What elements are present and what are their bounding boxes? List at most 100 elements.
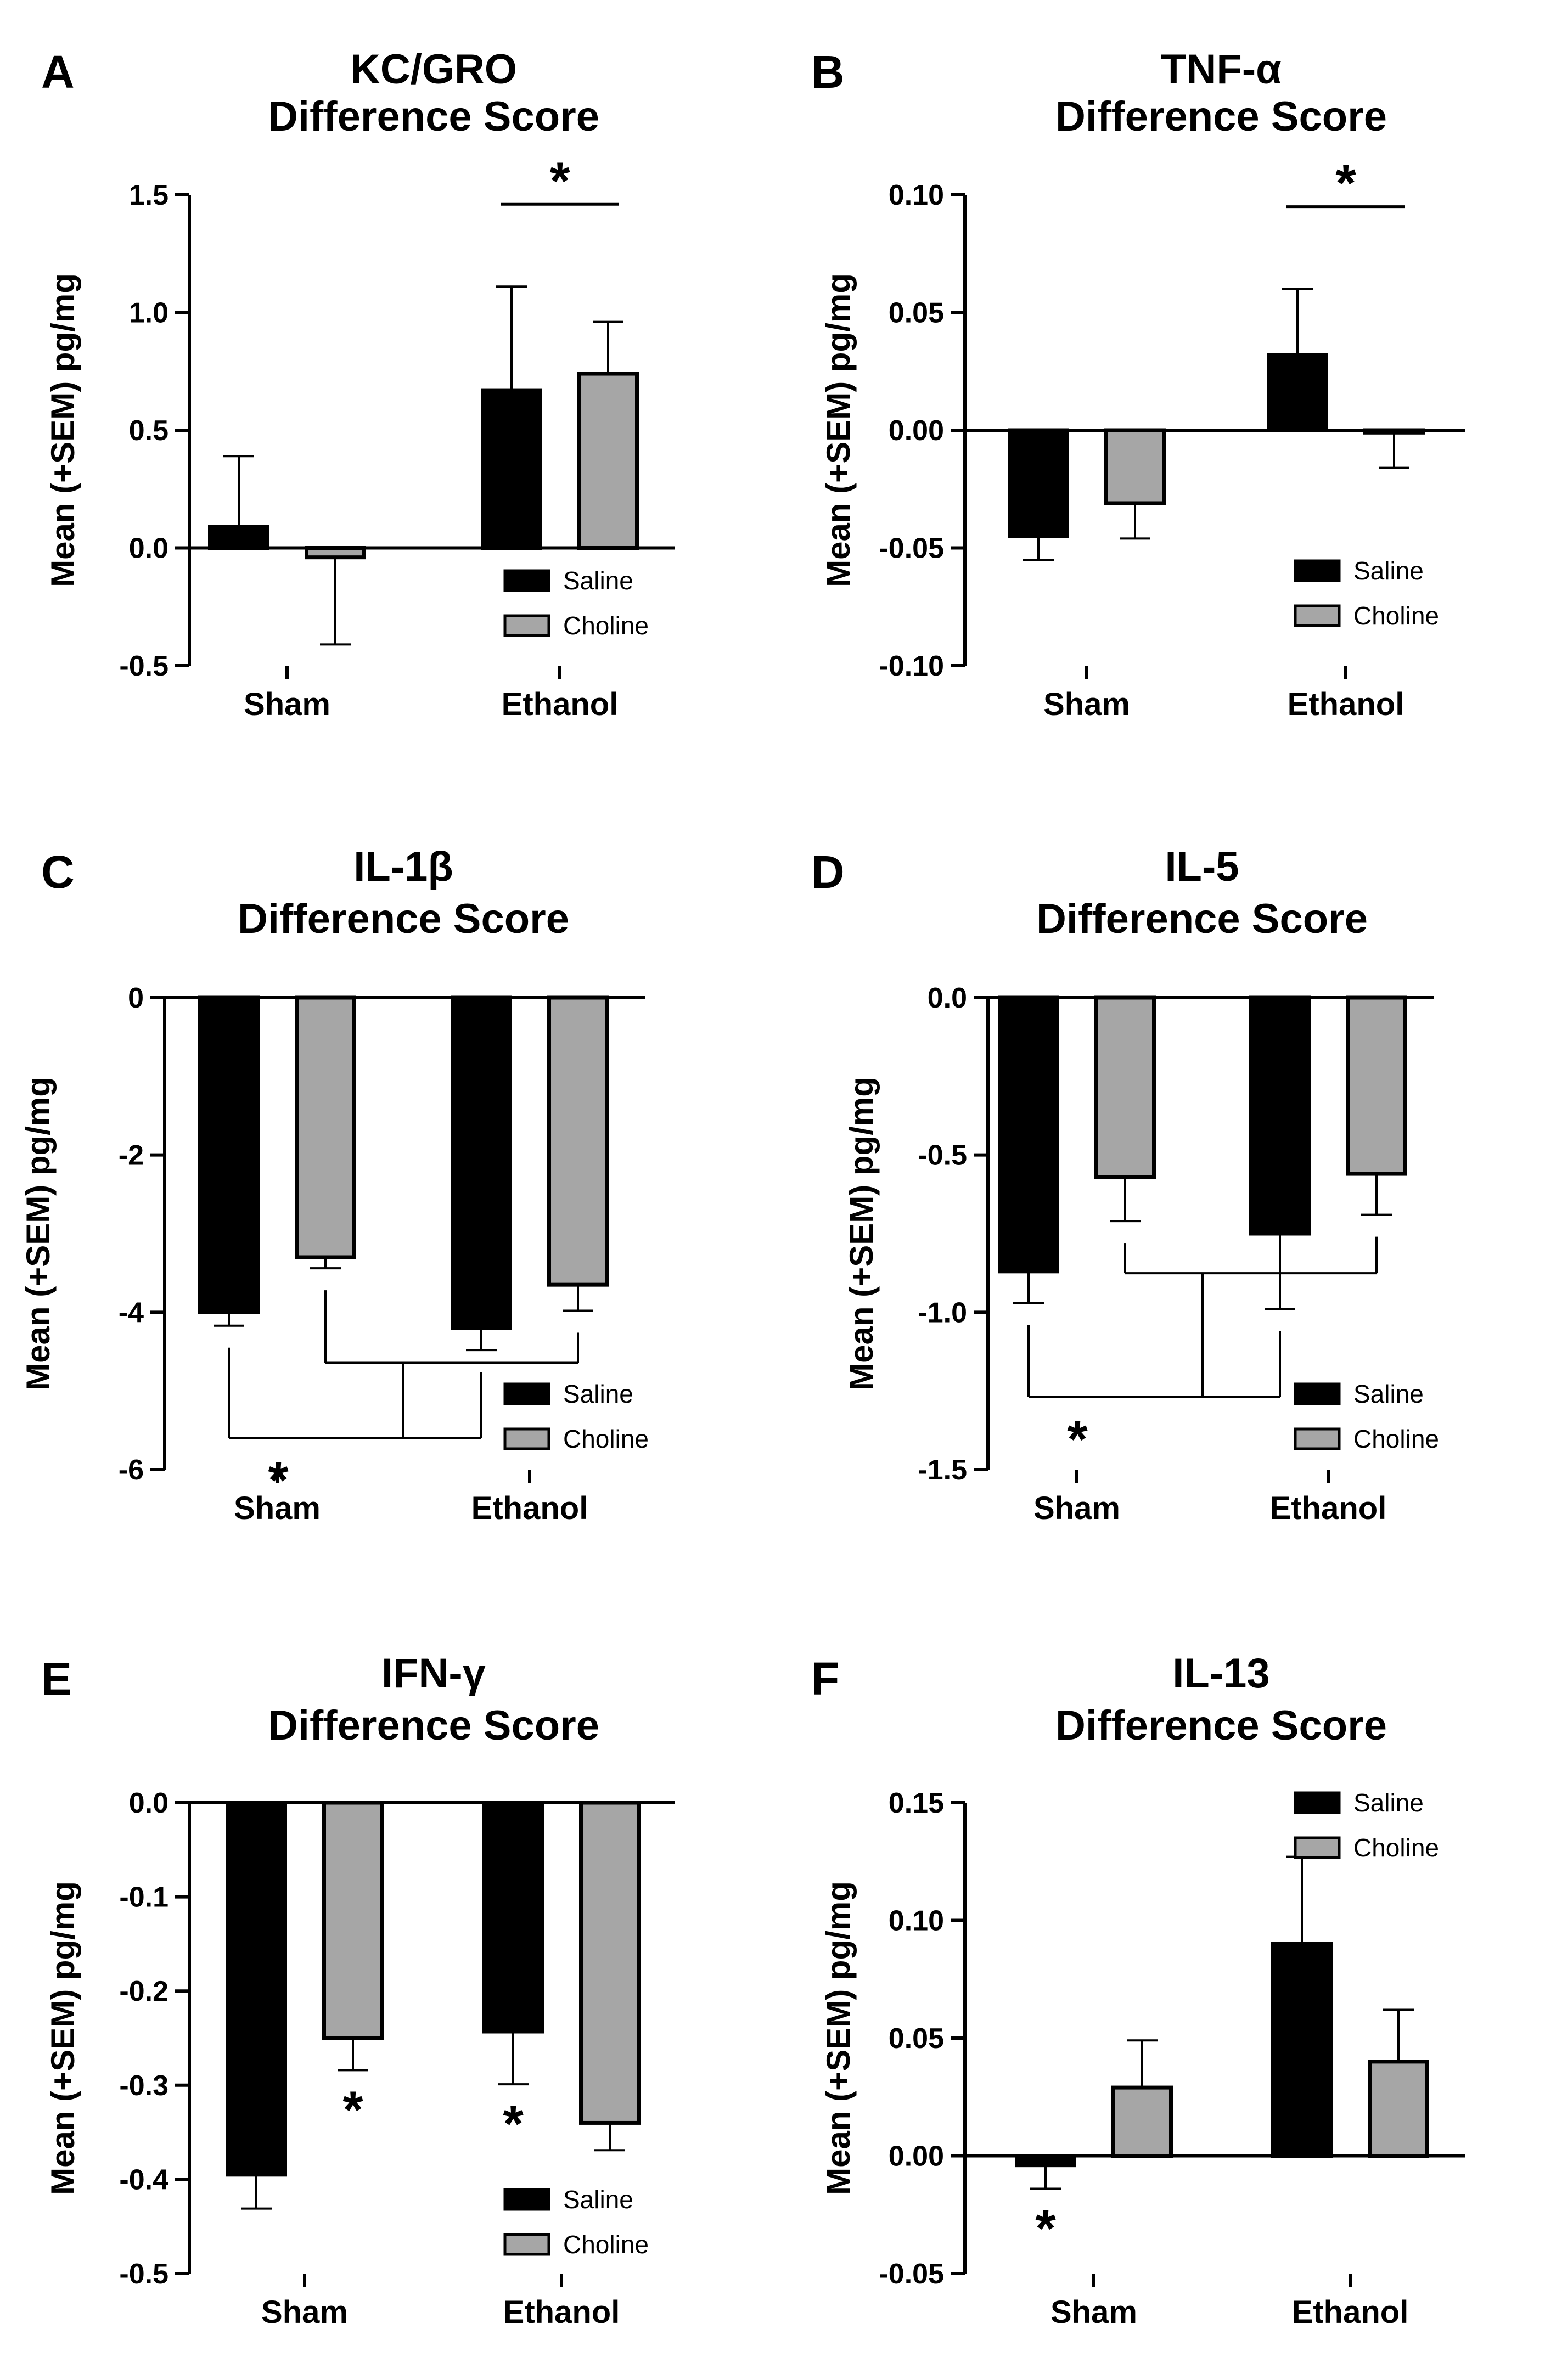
- y-axis-label: Mean (+SEM) pg/mg: [820, 1881, 857, 2195]
- legend-swatch-choline: [503, 614, 550, 637]
- chart-subtitle: Difference Score: [238, 896, 569, 942]
- y-tick-label: -0.10: [879, 650, 944, 682]
- bar-choline: [577, 372, 639, 550]
- legend-swatch-saline: [503, 2188, 550, 2211]
- legend-swatch-saline: [503, 569, 550, 592]
- bar-choline: [295, 995, 356, 1259]
- panel-letter: F: [811, 1653, 839, 1704]
- significance-star: *: [1335, 154, 1356, 213]
- significance-star: *: [268, 1451, 289, 1510]
- y-tick-label: 1.5: [129, 179, 168, 211]
- x-tick-label: Sham: [1050, 2294, 1137, 2330]
- legend-swatch-saline: [1294, 1382, 1341, 1405]
- panel-letter: E: [41, 1653, 72, 1704]
- y-tick-label: -0.05: [879, 2258, 944, 2290]
- x-tick-label: Ethanol: [1292, 2294, 1409, 2330]
- y-axis-label: Mean (+SEM) pg/mg: [20, 1077, 57, 1391]
- legend-swatch-saline: [1294, 559, 1341, 582]
- x-tick-label: Sham: [244, 687, 330, 722]
- bar-choline: [1104, 428, 1166, 505]
- bar-choline: [1111, 2085, 1173, 2158]
- y-axis-label: Mean (+SEM) pg/mg: [44, 1881, 81, 2195]
- panel-letter: A: [41, 46, 75, 98]
- y-tick-label: -0.5: [918, 1140, 967, 1172]
- y-tick-label: 0.15: [889, 1787, 944, 1819]
- panel-letter: B: [811, 46, 845, 98]
- legend-label: Saline: [563, 566, 633, 595]
- legend-swatch-saline: [503, 1382, 550, 1405]
- x-tick-label: Sham: [1043, 687, 1130, 722]
- bar-saline: [481, 388, 542, 550]
- panel-c: C IL-1β Difference Score -6 -4 -2 0 Mean (+SEM)…: [20, 843, 649, 1526]
- significance-star: *: [549, 151, 570, 210]
- legend-swatch-choline: [503, 1427, 550, 1450]
- x-tick-label: Ethanol: [1288, 687, 1404, 722]
- legend-label: Choline: [1353, 601, 1439, 630]
- y-tick-label: 0.05: [889, 2023, 944, 2055]
- y-tick-label: 1.0: [129, 297, 168, 329]
- significance-star: *: [503, 2095, 524, 2153]
- legend-label: Choline: [563, 1425, 649, 1453]
- legend-swatch-choline: [503, 2233, 550, 2256]
- panel-f: F IL-13 Difference Score -0.05 0.00 0.05 0.10 0…: [811, 1650, 1465, 2330]
- y-axis-label: Mean (+SEM) pg/mg: [44, 273, 81, 587]
- legend-swatch-choline: [1294, 1836, 1341, 1859]
- chart-title: IL-13: [1172, 1650, 1269, 1697]
- panel-letter: D: [811, 846, 845, 898]
- bar-saline: [482, 1801, 544, 2034]
- legend-swatch-choline: [1294, 1427, 1341, 1450]
- legend-swatch-saline: [1294, 1791, 1341, 1814]
- legend-label: Saline: [1353, 1380, 1424, 1408]
- chart-subtitle: Difference Score: [1036, 896, 1368, 942]
- legend-swatch-choline: [1294, 604, 1341, 627]
- significance-star: *: [1035, 2199, 1056, 2258]
- significance-star: *: [1067, 1410, 1088, 1469]
- chart-subtitle: Difference Score: [1055, 93, 1387, 140]
- y-tick-label: -0.4: [119, 2164, 168, 2196]
- y-tick-label: -2: [119, 1140, 144, 1172]
- y-axis-label: Mean (+SEM) pg/mg: [820, 273, 857, 587]
- legend-label: Choline: [1353, 1833, 1439, 1862]
- bar-saline: [1008, 428, 1069, 538]
- chart-subtitle: Difference Score: [268, 93, 599, 140]
- y-tick-label: -1.5: [918, 1454, 967, 1486]
- chart-title: IL-1β: [353, 843, 453, 890]
- bar-choline: [1094, 995, 1156, 1179]
- bar-choline: [579, 1801, 641, 2125]
- bar-choline: [547, 995, 609, 1287]
- y-tick-label: 0.10: [889, 179, 944, 211]
- y-tick-label: 0.0: [928, 982, 967, 1014]
- legend-label: Saline: [563, 1380, 633, 1408]
- panel-letter: C: [41, 846, 75, 898]
- bar-choline: [1346, 995, 1407, 1176]
- y-tick-label: -6: [119, 1454, 144, 1486]
- y-tick-label: 0.0: [129, 533, 168, 565]
- y-tick-label: -1.0: [918, 1297, 967, 1329]
- chart-subtitle: Difference Score: [1055, 1702, 1387, 1749]
- y-tick-label: 0.00: [889, 2141, 944, 2173]
- significance-star: *: [342, 2080, 363, 2139]
- bar-saline: [1271, 1942, 1333, 2158]
- x-tick-label: Sham: [234, 1490, 321, 1526]
- y-tick-label: 0.00: [889, 415, 944, 447]
- y-tick-label: 0.05: [889, 297, 944, 329]
- legend-label: Saline: [1353, 1788, 1424, 1817]
- chart-title: KC/GRO: [350, 46, 517, 93]
- bar-choline: [1368, 2060, 1429, 2158]
- legend-label: Choline: [563, 611, 649, 640]
- x-tick-label: Ethanol: [503, 2294, 620, 2330]
- bar-saline: [451, 995, 512, 1330]
- y-tick-label: -0.1: [119, 1882, 168, 1914]
- y-tick-label: -0.05: [879, 533, 944, 565]
- y-tick-label: 0: [128, 982, 144, 1014]
- y-tick-label: -0.2: [119, 1976, 168, 2007]
- chart-subtitle: Difference Score: [268, 1702, 599, 1749]
- y-tick-label: -0.5: [119, 650, 168, 682]
- chart-title: TNF-α: [1161, 46, 1282, 93]
- y-axis-label: Mean (+SEM) pg/mg: [843, 1077, 880, 1391]
- y-tick-label: -4: [119, 1297, 144, 1329]
- legend-label: Choline: [563, 2230, 649, 2259]
